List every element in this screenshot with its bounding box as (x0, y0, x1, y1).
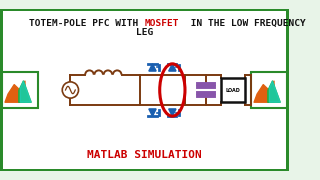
Text: IN THE LOW FREQUENCY: IN THE LOW FREQUENCY (185, 19, 306, 28)
Polygon shape (149, 109, 156, 116)
Text: MATLAB SIMULATION: MATLAB SIMULATION (87, 150, 202, 160)
Polygon shape (169, 109, 176, 116)
Bar (251, 72, 287, 108)
Bar (3, 141, 286, 168)
Text: LEG: LEG (136, 28, 153, 37)
Text: TOTEM-POLE PFC WITH: TOTEM-POLE PFC WITH (29, 19, 144, 28)
Polygon shape (169, 64, 176, 71)
Bar (2, 72, 38, 108)
Text: LOAD: LOAD (226, 87, 241, 93)
Bar (221, 78, 245, 102)
Bar (3, 12, 286, 42)
Circle shape (62, 82, 78, 98)
Polygon shape (149, 64, 156, 71)
Text: MOSFET: MOSFET (144, 19, 179, 28)
Bar (3, 42, 286, 141)
